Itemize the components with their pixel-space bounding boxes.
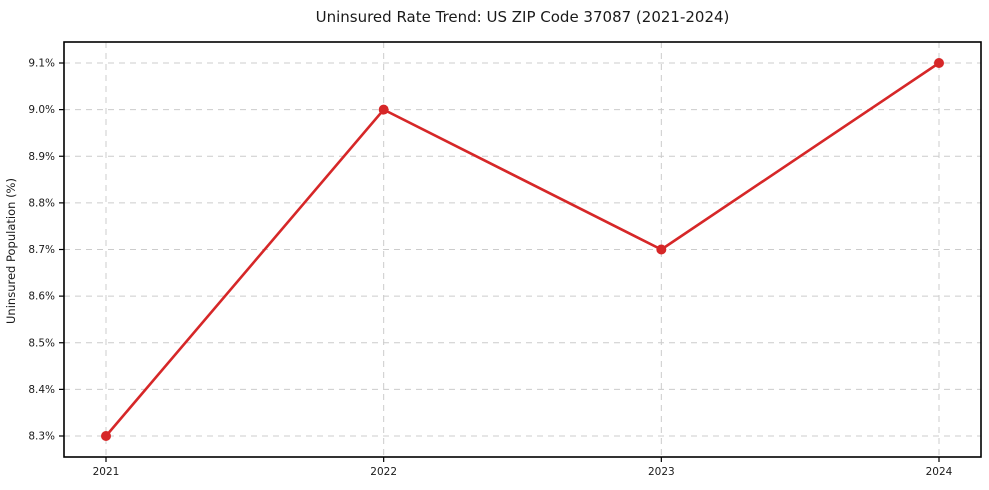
y-axis-label: Uninsured Population (%) [4,178,18,324]
y-tick-label: 8.8% [28,197,55,209]
plot-border [63,41,982,458]
x-tick-label: 2021 [93,466,120,478]
y-tick-label: 9.0% [28,104,55,116]
data-point-marker [934,58,944,68]
y-tick-label: 8.6% [28,291,55,303]
x-tick-label: 2022 [370,466,397,478]
trend-line [104,61,941,438]
x-tick-label: 2024 [926,466,953,478]
data-point-marker [101,431,111,441]
data-point-marker [378,104,389,115]
y-tick-label: 8.9% [28,151,55,163]
y-tick-label: 9.1% [28,58,55,70]
x-tick-label: 2023 [648,466,675,478]
chart-title: Uninsured Rate Trend: US ZIP Code 37087 … [315,8,730,26]
y-tick-label: 8.3% [28,431,55,443]
y-tick-label: 8.7% [28,244,55,256]
y-tick-label: 8.5% [28,337,55,349]
data-point-marker [656,244,667,255]
y-tick-label: 8.4% [28,384,55,396]
